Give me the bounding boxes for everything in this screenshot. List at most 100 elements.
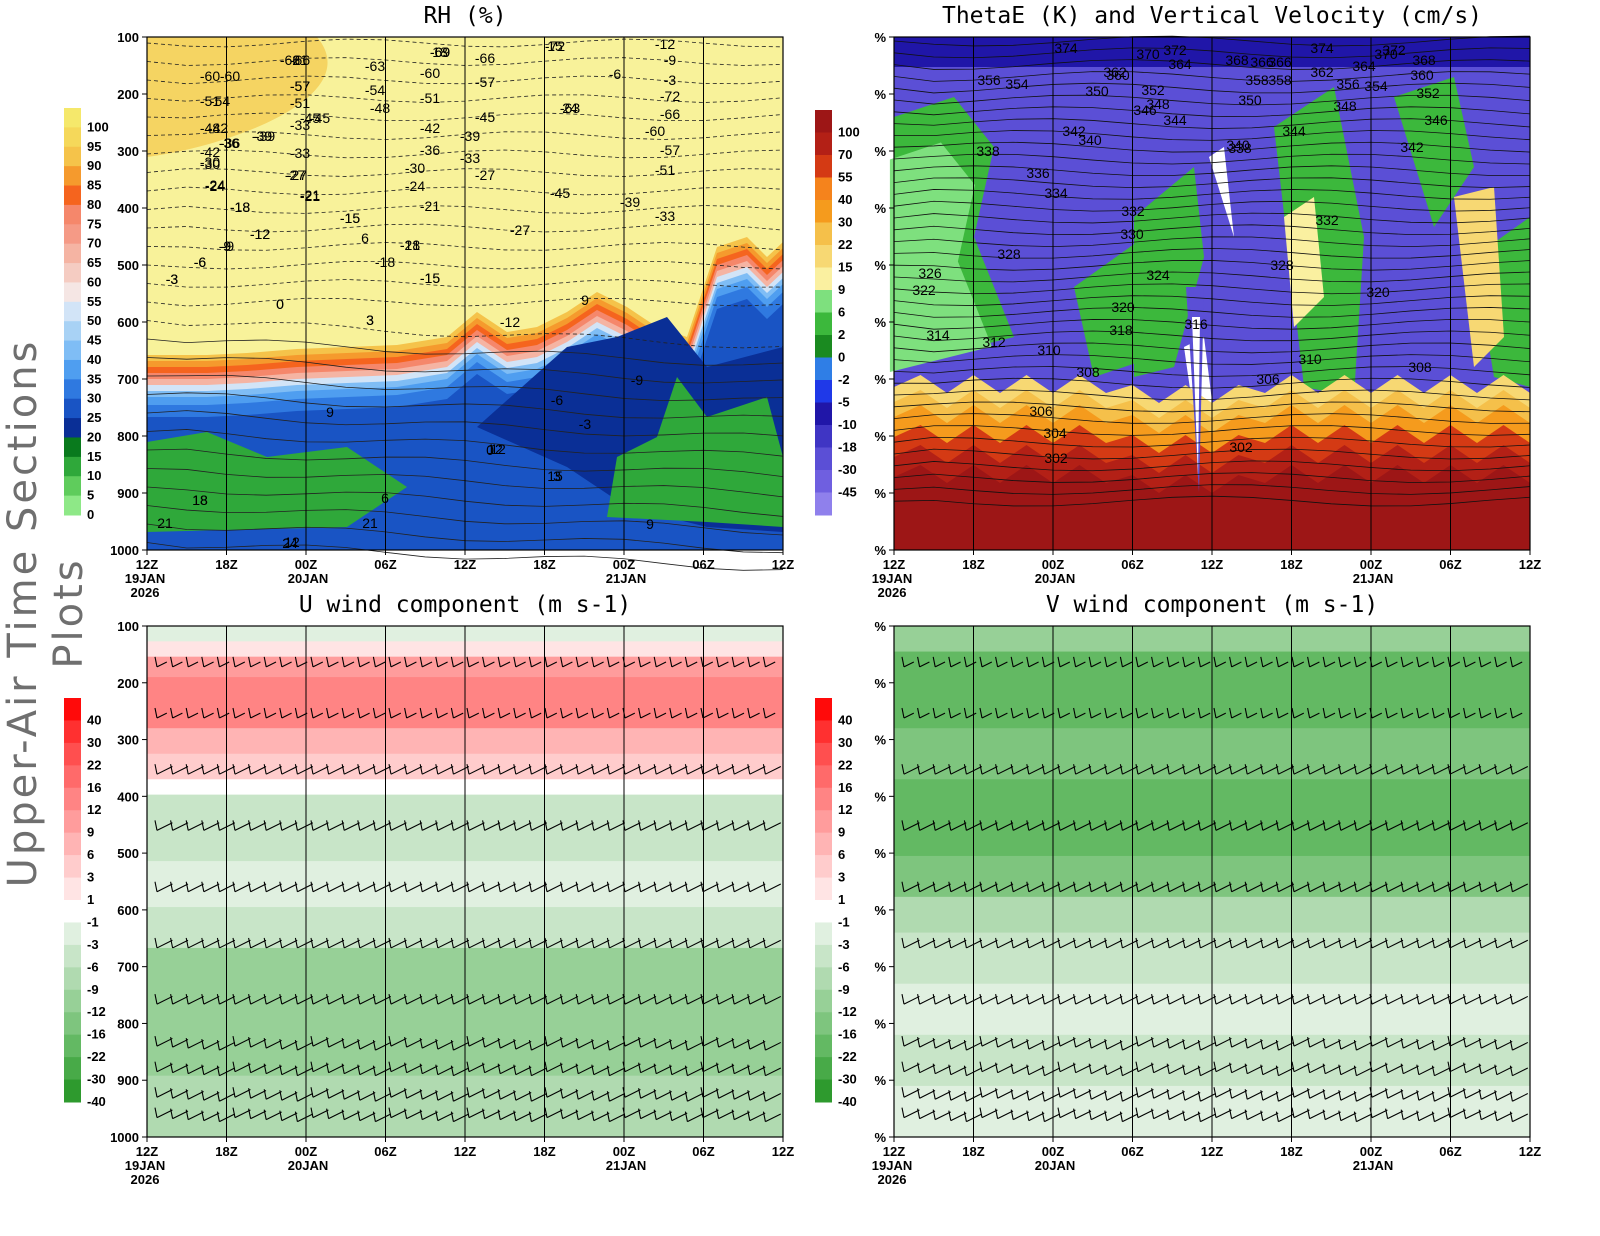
wind-barb-flag [1026, 764, 1030, 775]
wind-barb-flag [216, 707, 220, 719]
colorbar-label: -16 [838, 1027, 857, 1042]
wind-barb-flag [963, 881, 967, 892]
wind-barb-flag [731, 1063, 735, 1074]
wind-barb-flag [1478, 1038, 1482, 1049]
wind-barb [297, 995, 314, 1005]
wind-barb-flag [1509, 656, 1513, 667]
colorbar-swatch [815, 200, 832, 223]
wind-barb [655, 1091, 672, 1100]
wind-barb [702, 1037, 719, 1047]
wind-barb [609, 1113, 626, 1123]
rh-contour-label: -18 [230, 199, 250, 215]
wind-barb [593, 1112, 610, 1122]
wind-barb-flag [1322, 820, 1326, 831]
wind-barb-flag [466, 937, 470, 949]
wind-barb [593, 939, 610, 949]
rh-contour-label: 9 [646, 516, 654, 532]
wind-barb [1512, 883, 1529, 893]
wind-barb [1231, 712, 1242, 719]
wind-barb-flag [948, 1039, 952, 1050]
wind-barb-flag [560, 881, 564, 892]
colorbar-label: 95 [87, 139, 101, 154]
wind-barb [981, 765, 998, 775]
wind-barb-flag [669, 1039, 673, 1050]
rh-contour-label: -6 [551, 392, 564, 408]
wind-barb [156, 712, 168, 719]
wind-barb [950, 995, 967, 1005]
colorbar-label: 2 [838, 327, 845, 342]
wind-barb-flag [1182, 820, 1186, 831]
wind-barb [484, 1090, 501, 1099]
x-tick-label: 12Z [454, 557, 476, 572]
wind-barb-flag [1026, 1039, 1030, 1050]
wind-barb [1044, 1093, 1061, 1102]
wind-barb-flag [731, 707, 735, 719]
wind-barb-flag [995, 1037, 999, 1048]
wind-barb-flag [1166, 1063, 1170, 1074]
wind-barb-flag [185, 820, 189, 831]
wind-barb [359, 939, 376, 949]
colorbar-label: 30 [87, 391, 101, 406]
rh-contour-label: -30 [200, 156, 220, 172]
wind-barb [1356, 822, 1373, 831]
colorbar-label: -40 [838, 1094, 857, 1109]
wind-barb [1059, 883, 1076, 893]
colorbar-label: -30 [87, 1072, 106, 1087]
wind-barb [1512, 939, 1529, 949]
wind-barb [997, 661, 1008, 668]
wind-barb-flag [901, 937, 905, 949]
wind-barb [281, 1040, 298, 1050]
rh-contour-label: -3 [166, 271, 179, 287]
wind-barb [966, 822, 983, 831]
wind-barb-flag [263, 994, 267, 1005]
colorbar-label: 45 [87, 333, 101, 348]
wind-barb [281, 1112, 298, 1122]
wind-barb [1309, 712, 1320, 719]
wind-barb-flag [932, 707, 936, 719]
wind-barb [484, 1038, 501, 1048]
wind-barb-flag [1041, 764, 1045, 775]
wind-barb [437, 995, 454, 1005]
wind-barb [359, 1112, 376, 1122]
colorbar-swatch [815, 335, 832, 358]
wind-barb [671, 1092, 688, 1101]
wind-barb-flag [310, 707, 314, 719]
wind-barb-flag [1166, 994, 1170, 1005]
thetae-contour-label: 308 [1076, 364, 1100, 380]
wind-barb-flag [201, 707, 205, 719]
wind-barb [265, 1039, 282, 1049]
colorbar-swatch [64, 282, 81, 303]
wind-barb [593, 1040, 610, 1050]
colorbar-label: -22 [87, 1049, 106, 1064]
wind-barb [1262, 1066, 1279, 1076]
wind-barb [375, 883, 392, 893]
wind-barb [1215, 712, 1227, 719]
wind-barb-flag [1291, 1036, 1295, 1047]
wind-barb-flag [326, 937, 330, 949]
thetae-contour-label: 338 [976, 143, 1000, 159]
wind-barb [919, 765, 936, 775]
wind-barb-flag [979, 1061, 983, 1072]
wind-barb [1231, 661, 1242, 668]
wind-barb-flag [1307, 1088, 1311, 1099]
wind-barb-flag [762, 994, 766, 1005]
wind-barb [1012, 822, 1029, 831]
v-title: V wind component (m s-1) [1046, 592, 1378, 618]
wind-barb-flag [1291, 1087, 1295, 1098]
wind-barb-flag [341, 656, 345, 667]
wind-barb [234, 661, 246, 668]
wind-barb [250, 1090, 267, 1099]
wind-barb [1356, 661, 1367, 668]
wind-barb [1122, 661, 1133, 668]
wind-barb [1231, 883, 1248, 893]
y-tick-label: 700 [117, 960, 139, 975]
wind-barb [1465, 661, 1476, 668]
wind-barb-flag [216, 937, 220, 949]
wind-barb-flag [747, 1039, 751, 1050]
wind-barb-flag [716, 937, 720, 949]
wind-barb [156, 1037, 173, 1047]
wind-barb [577, 995, 594, 1005]
wind-barb [328, 995, 345, 1005]
wind-barb [312, 822, 329, 831]
